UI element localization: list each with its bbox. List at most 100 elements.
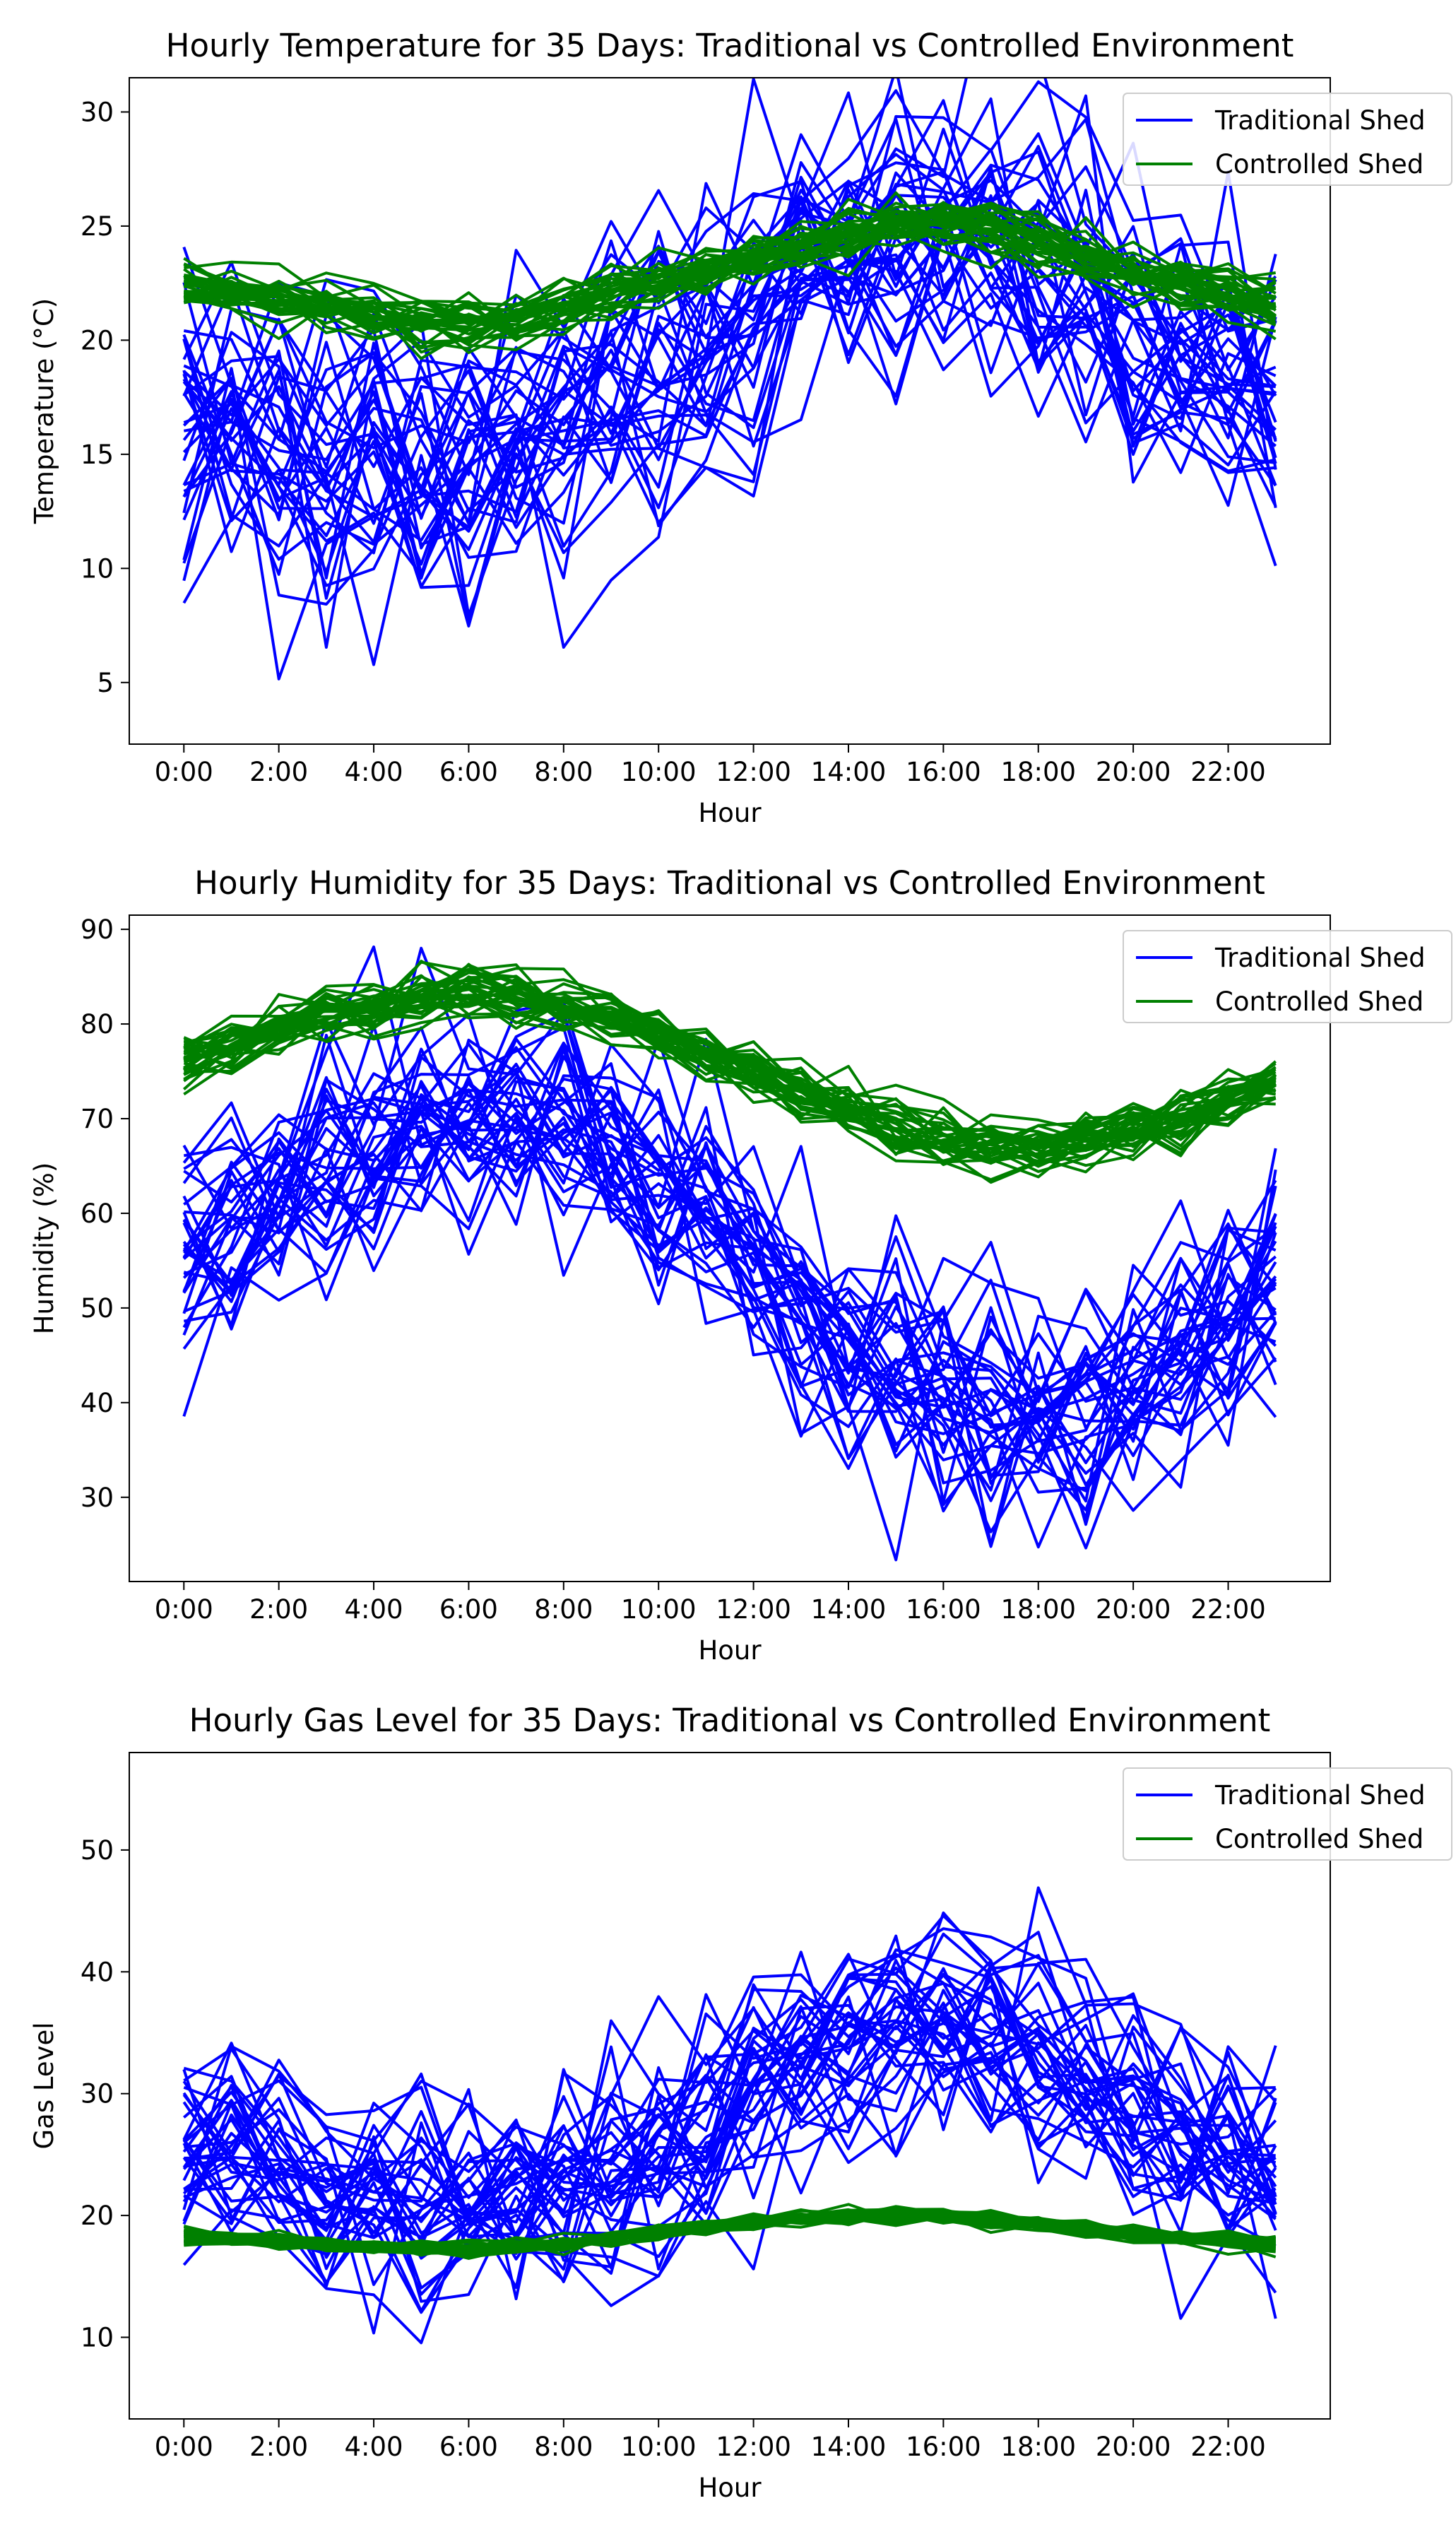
legend-box xyxy=(1123,1767,1452,1861)
x-tick-label: 0:00 xyxy=(155,1594,213,1625)
y-tick-label: 15 xyxy=(81,440,114,470)
x-tick-label: 18:00 xyxy=(1000,757,1076,787)
x-tick-label: 10:00 xyxy=(621,2432,697,2462)
x-tick-label: 20:00 xyxy=(1096,2432,1171,2462)
y-tick-label: 90 xyxy=(81,914,114,945)
series-line-controlled-day-31 xyxy=(183,999,1277,1167)
x-tick-label: 12:00 xyxy=(716,2432,791,2462)
x-tick-label: 2:00 xyxy=(249,1594,308,1625)
series-line-traditional-day-4 xyxy=(182,258,1277,529)
series-line-controlled-day-34 xyxy=(183,991,1277,1164)
series-line-traditional-day-24 xyxy=(182,167,1277,577)
series-line-traditional-day-31 xyxy=(182,1967,1277,2314)
x-tick-label: 18:00 xyxy=(1000,2432,1076,2462)
series-line-controlled-day-35 xyxy=(184,2215,1276,2259)
x-tick-label: 0:00 xyxy=(155,2432,213,2462)
series-line-traditional-day-18 xyxy=(183,1043,1277,1494)
x-axis-label: Hour xyxy=(698,2473,762,2503)
chart-title: Hourly Humidity for 35 Days: Traditional… xyxy=(194,864,1265,902)
series-line-controlled-day-30 xyxy=(183,963,1277,1166)
x-tick-label: 0:00 xyxy=(155,757,213,787)
chart-title: Hourly Temperature for 35 Days: Traditio… xyxy=(166,27,1294,64)
series-line-controlled-day-23 xyxy=(183,967,1276,1143)
x-axis-label: Hour xyxy=(698,798,762,828)
y-tick-label: 40 xyxy=(81,1957,114,1987)
legend-box xyxy=(1123,93,1452,186)
legend-box xyxy=(1123,930,1452,1023)
x-tick-label: 4:00 xyxy=(345,757,403,787)
plot-frame xyxy=(129,914,1331,1582)
y-axis-label: Humidity (%) xyxy=(29,1162,59,1335)
y-tick-label: 25 xyxy=(81,211,114,242)
series-line-traditional-day-12 xyxy=(182,1995,1277,2275)
x-tick-label: 4:00 xyxy=(345,1594,403,1625)
x-tick-label: 14:00 xyxy=(811,1594,887,1625)
y-tick-label: 50 xyxy=(81,1293,114,1324)
series-line-traditional-day-30 xyxy=(182,1055,1277,1547)
series-line-traditional-day-31 xyxy=(183,1011,1277,1502)
y-tick-label: 50 xyxy=(81,1835,114,1866)
x-tick-label: 10:00 xyxy=(621,757,697,787)
series-line-controlled-day-7 xyxy=(183,202,1276,336)
series-line-traditional-day-34 xyxy=(182,1088,1277,1492)
x-tick-label: 22:00 xyxy=(1190,2432,1266,2462)
series-line-traditional-day-35 xyxy=(182,145,1277,546)
series-line-traditional-day-35 xyxy=(183,1074,1277,1457)
series-line-traditional-day-25 xyxy=(182,1062,1277,1503)
chart-panel-3: Hourly Gas Level for 35 Days: Traditiona… xyxy=(29,1702,1452,2503)
series-line-traditional-day-20 xyxy=(182,212,1277,566)
plot-frame xyxy=(129,77,1331,745)
x-tick-label: 2:00 xyxy=(249,2432,308,2462)
x-tick-label: 20:00 xyxy=(1096,757,1171,787)
x-tick-label: 8:00 xyxy=(534,1594,593,1625)
x-tick-label: 4:00 xyxy=(345,2432,403,2462)
y-tick-label: 5 xyxy=(97,668,114,698)
series-line-controlled-day-34 xyxy=(183,201,1277,336)
x-tick-label: 10:00 xyxy=(621,1594,697,1625)
y-tick-label: 40 xyxy=(81,1388,114,1418)
x-tick-label: 14:00 xyxy=(811,757,887,787)
legend: Traditional Shed Controlled Shed xyxy=(1123,930,1452,1023)
x-tick-label: 8:00 xyxy=(534,757,593,787)
y-tick-label: 20 xyxy=(81,325,114,355)
y-tick-label: 60 xyxy=(81,1199,114,1229)
legend-label-controlled: Controlled Shed xyxy=(1215,149,1424,179)
x-tick-label: 6:00 xyxy=(439,757,498,787)
series-line-controlled-day-33 xyxy=(183,974,1277,1161)
x-axis-label: Hour xyxy=(698,1635,762,1666)
series-lines xyxy=(182,78,1277,681)
chart-title: Hourly Gas Level for 35 Days: Traditiona… xyxy=(189,1702,1271,1739)
series-line-traditional-day-32 xyxy=(182,1056,1277,1435)
series-line-controlled-day-35 xyxy=(183,971,1277,1163)
x-tick-label: 16:00 xyxy=(906,1594,981,1625)
x-tick-label: 12:00 xyxy=(716,757,791,787)
series-line-traditional-day-34 xyxy=(182,201,1277,522)
x-tick-label: 22:00 xyxy=(1190,1594,1266,1625)
y-tick-label: 30 xyxy=(81,2079,114,2109)
series-line-traditional-day-28 xyxy=(182,194,1276,681)
y-tick-label: 30 xyxy=(81,1483,114,1513)
x-tick-label: 6:00 xyxy=(439,1594,498,1625)
y-axis-label: Temperature (°C) xyxy=(29,298,59,524)
series-line-controlled-day-34 xyxy=(183,2209,1276,2257)
series-line-traditional-day-27 xyxy=(182,1037,1277,1447)
x-tick-label: 8:00 xyxy=(534,2432,593,2462)
series-line-traditional-day-8 xyxy=(182,2051,1277,2345)
series-line-traditional-day-18 xyxy=(182,78,1277,518)
x-tick-label: 16:00 xyxy=(906,757,981,787)
legend-label-traditional: Traditional Shed xyxy=(1214,105,1426,136)
y-tick-label: 80 xyxy=(81,1009,114,1040)
series-line-traditional-day-35 xyxy=(182,1948,1277,2215)
series-line-traditional-day-34 xyxy=(182,1972,1277,2231)
series-line-traditional-day-16 xyxy=(182,172,1277,649)
series-line-controlled-day-35 xyxy=(184,208,1277,344)
x-tick-label: 22:00 xyxy=(1190,757,1266,787)
y-axis-label: Gas Level xyxy=(29,2022,59,2149)
y-tick-label: 30 xyxy=(81,97,114,127)
legend-label-controlled: Controlled Shed xyxy=(1215,1824,1424,1854)
x-tick-label: 12:00 xyxy=(716,1594,791,1625)
y-tick-label: 10 xyxy=(81,553,114,584)
y-tick-label: 20 xyxy=(81,2201,114,2231)
legend-label-controlled: Controlled Shed xyxy=(1215,987,1424,1017)
